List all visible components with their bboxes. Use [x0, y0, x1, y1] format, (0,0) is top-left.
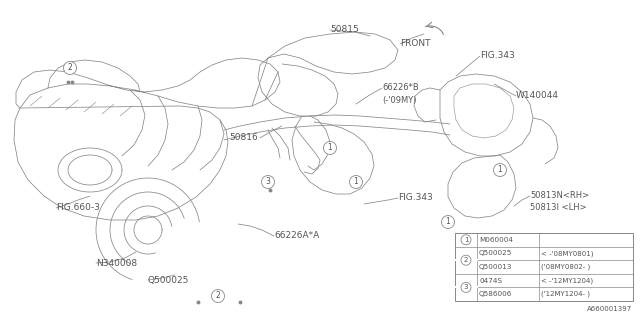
- Text: Q500013: Q500013: [479, 264, 513, 270]
- Circle shape: [349, 175, 362, 188]
- Text: 3: 3: [464, 284, 468, 291]
- Text: 3: 3: [266, 178, 271, 187]
- Text: FIG.343: FIG.343: [398, 194, 433, 203]
- Text: N340008: N340008: [96, 259, 137, 268]
- Text: 2: 2: [68, 63, 72, 73]
- Circle shape: [63, 61, 77, 75]
- Text: 50813N<RH>: 50813N<RH>: [530, 191, 589, 201]
- Text: Q500025: Q500025: [479, 250, 513, 256]
- Text: ('12MY1204- ): ('12MY1204- ): [541, 291, 590, 298]
- Circle shape: [461, 282, 471, 292]
- Circle shape: [262, 175, 275, 188]
- Circle shape: [442, 215, 454, 228]
- Text: 1: 1: [328, 143, 332, 153]
- Text: 2: 2: [464, 257, 468, 263]
- Text: 66226A*A: 66226A*A: [274, 231, 319, 241]
- Text: 1: 1: [464, 237, 468, 243]
- Text: 50816: 50816: [229, 133, 258, 142]
- Text: Q586006: Q586006: [479, 291, 513, 297]
- Circle shape: [323, 141, 337, 155]
- Text: M060004: M060004: [479, 237, 513, 243]
- Circle shape: [461, 235, 471, 245]
- Text: 66226*B: 66226*B: [382, 84, 419, 92]
- Text: A660001397: A660001397: [587, 306, 632, 312]
- Text: ('08MY0802- ): ('08MY0802- ): [541, 264, 590, 270]
- Text: FIG.660-3: FIG.660-3: [56, 204, 100, 212]
- Text: 1: 1: [354, 178, 358, 187]
- Text: (-'09MY): (-'09MY): [382, 95, 417, 105]
- Text: W140044: W140044: [516, 92, 559, 100]
- Text: < -'08MY0801): < -'08MY0801): [541, 250, 593, 257]
- Text: 2: 2: [216, 292, 220, 300]
- Text: 50813I <LH>: 50813I <LH>: [530, 204, 587, 212]
- Text: 50815: 50815: [330, 26, 359, 35]
- Text: 0474S: 0474S: [479, 278, 502, 284]
- Bar: [455, 233, 633, 301]
- Text: 1: 1: [445, 218, 451, 227]
- Text: FRONT: FRONT: [400, 39, 431, 49]
- Text: Q500025: Q500025: [148, 276, 189, 284]
- Text: < -'12MY1204): < -'12MY1204): [541, 277, 593, 284]
- Text: 1: 1: [498, 165, 502, 174]
- Circle shape: [493, 164, 506, 177]
- Circle shape: [461, 255, 471, 265]
- Circle shape: [211, 290, 225, 302]
- Text: FIG.343: FIG.343: [480, 52, 515, 60]
